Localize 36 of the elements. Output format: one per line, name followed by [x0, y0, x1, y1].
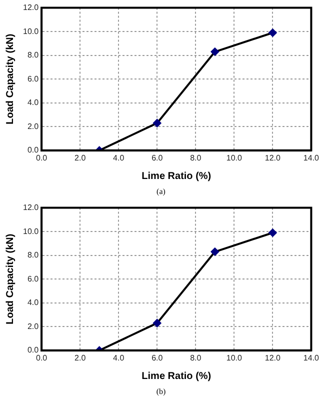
x-tick-label: 4.0 — [113, 153, 125, 162]
x-tick-label: 12.0 — [264, 353, 282, 362]
y-tick-label: 4.0 — [27, 298, 40, 308]
y-axis-title: Load Capacity (kN) — [4, 234, 16, 324]
x-axis-title: Lime Ratio (%) — [142, 370, 212, 382]
x-tick-label: 12.0 — [264, 153, 282, 162]
y-tick-label: 6.0 — [27, 74, 40, 84]
y-axis-title: Load Capacity (kN) — [4, 34, 16, 124]
x-tick-label: 2.0 — [74, 353, 86, 362]
x-tick-label: 6.0 — [152, 153, 164, 162]
y-tick-label: 4.0 — [27, 98, 40, 108]
text: (b) — [155, 386, 167, 398]
x-tick-label: 10.0 — [226, 353, 243, 362]
x-tick-label: 6.0 — [152, 353, 164, 362]
text: (a) — [156, 186, 166, 198]
x-tick-label: 8.0 — [190, 353, 202, 362]
y-tick-label: 10.0 — [22, 26, 40, 36]
y-tick-label: 0.0 — [27, 346, 40, 355]
y-tick-label: 6.0 — [27, 274, 40, 284]
y-tick-label: 12.0 — [22, 203, 40, 212]
x-tick-label: 0.0 — [36, 353, 48, 362]
y-tick-label: 0.0 — [27, 146, 40, 155]
y-tick-label: 8.0 — [27, 250, 40, 260]
x-tick-label: 10.0 — [226, 153, 243, 162]
x-tick-label: 0.0 — [36, 153, 48, 162]
y-tick-label: 2.0 — [27, 122, 40, 131]
x-tick-label: 8.0 — [190, 153, 202, 162]
x-tick-label: 14.0 — [303, 153, 320, 162]
y-tick-label: 8.0 — [27, 50, 40, 60]
y-tick-label: 10.0 — [22, 226, 40, 236]
x-axis-title: Lime Ratio (%) — [142, 170, 212, 182]
x-tick-label: 2.0 — [74, 153, 86, 162]
x-tick-label: 14.0 — [303, 353, 320, 362]
y-tick-label: 2.0 — [27, 322, 40, 331]
x-tick-label: 4.0 — [113, 353, 125, 362]
y-tick-label: 12.0 — [22, 3, 40, 12]
